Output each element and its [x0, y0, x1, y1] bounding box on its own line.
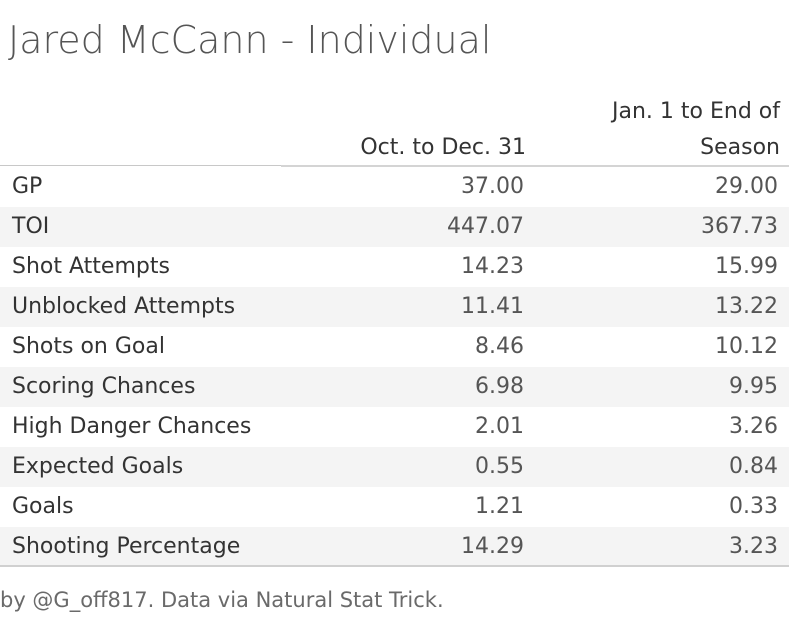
- row-label: Shooting Percentage: [12, 534, 241, 559]
- row-label: Expected Goals: [12, 454, 184, 479]
- table-row: Shot Attempts 14.23 15.99: [0, 247, 789, 287]
- table-row: GP 37.00 29.00: [0, 167, 789, 207]
- row-label: High Danger Chances: [12, 414, 252, 439]
- column-header-line: Oct. to Dec. 31: [360, 135, 526, 160]
- row-label: Unblocked Attempts: [12, 294, 236, 319]
- table-row: High Danger Chances 2.01 3.26: [0, 407, 789, 447]
- table-bottom-divider: [0, 565, 789, 567]
- header-divider-values: [281, 165, 789, 167]
- cell-jan-end: 10.12: [715, 334, 778, 359]
- cell-jan-end: 15.99: [715, 254, 778, 279]
- column-header-oct-dec: Oct. to Dec. 31: [360, 130, 526, 166]
- cell-oct-dec: 37.00: [461, 174, 524, 199]
- cell-jan-end: 0.84: [729, 454, 778, 479]
- chart-title: Jared McCann - Individual: [8, 18, 492, 62]
- row-label: Scoring Chances: [12, 374, 196, 399]
- cell-oct-dec: 14.29: [461, 534, 524, 559]
- row-label: TOI: [12, 214, 50, 239]
- table-row: Unblocked Attempts 11.41 13.22: [0, 287, 789, 327]
- cell-jan-end: 13.22: [715, 294, 778, 319]
- cell-jan-end: 9.95: [729, 374, 778, 399]
- cell-jan-end: 0.33: [729, 494, 778, 519]
- stats-table: GP 37.00 29.00 TOI 447.07 367.73 Shot Attempts…: [0, 167, 789, 567]
- header-divider: [0, 165, 281, 166]
- table-row: Goals 1.21 0.33: [0, 487, 789, 527]
- cell-oct-dec: 2.01: [475, 414, 524, 439]
- table-row: Expected Goals 0.55 0.84: [0, 447, 789, 487]
- table-row: Scoring Chances 6.98 9.95: [0, 367, 789, 407]
- table-row: Shots on Goal 8.46 10.12: [0, 327, 789, 367]
- cell-jan-end: 3.26: [729, 414, 778, 439]
- cell-oct-dec: 447.07: [447, 214, 524, 239]
- table-row: TOI 447.07 367.73: [0, 207, 789, 247]
- cell-oct-dec: 14.23: [461, 254, 524, 279]
- row-label: GP: [12, 174, 43, 199]
- row-label: Shots on Goal: [12, 334, 165, 359]
- cell-jan-end: 29.00: [715, 174, 778, 199]
- column-header-line: Jan. 1 to End of: [612, 99, 780, 124]
- column-header-jan-end: Jan. 1 to End of Season: [612, 94, 780, 166]
- row-label: Shot Attempts: [12, 254, 170, 279]
- cell-oct-dec: 0.55: [475, 454, 524, 479]
- column-header-line: Season: [700, 135, 780, 160]
- cell-oct-dec: 8.46: [475, 334, 524, 359]
- cell-jan-end: 3.23: [729, 534, 778, 559]
- cell-oct-dec: 11.41: [461, 294, 524, 319]
- cell-oct-dec: 1.21: [475, 494, 524, 519]
- cell-jan-end: 367.73: [701, 214, 778, 239]
- row-label: Goals: [12, 494, 74, 519]
- table-row: Shooting Percentage 14.29 3.23: [0, 527, 789, 567]
- cell-oct-dec: 6.98: [475, 374, 524, 399]
- column-headers: Oct. to Dec. 31 Jan. 1 to End of Season: [0, 90, 792, 166]
- source-credit: by @G_off817. Data via Natural Stat Tric…: [0, 588, 444, 612]
